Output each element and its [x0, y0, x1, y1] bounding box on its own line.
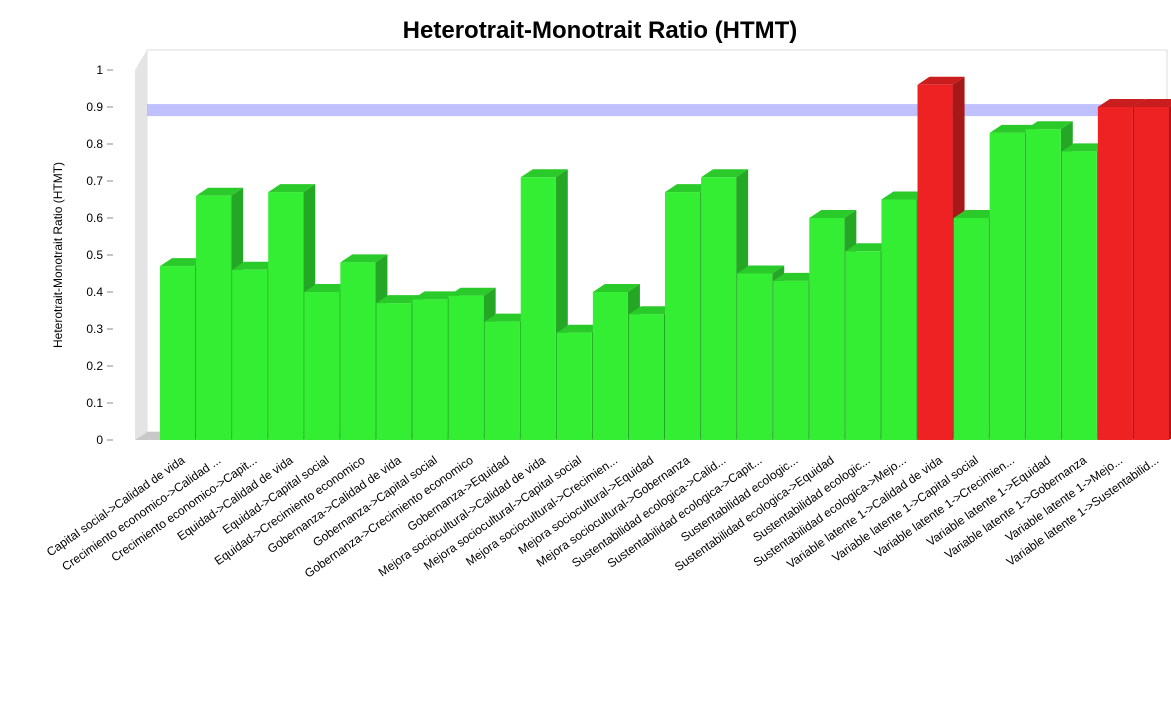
bar-front	[773, 280, 809, 440]
bar-front	[160, 266, 196, 440]
bar-front	[917, 84, 953, 441]
x-tick-label: Capital social->Calidad de vida	[44, 453, 188, 559]
bar-front	[448, 295, 484, 440]
y-tick-label: 0.3	[86, 322, 103, 336]
bar-top	[448, 287, 496, 296]
bar-front	[376, 303, 412, 440]
bar-top	[1025, 121, 1073, 130]
bar-top	[701, 169, 749, 178]
y-tick-label: 0.7	[86, 174, 103, 188]
bar-top	[1061, 143, 1109, 152]
bar-front	[196, 195, 232, 440]
bar-top	[268, 184, 316, 193]
bar-front	[340, 262, 376, 440]
bar-top	[989, 124, 1037, 133]
bar-top	[340, 254, 388, 263]
bar-top	[953, 210, 1001, 218]
plot-side	[135, 50, 147, 440]
bar-top	[773, 272, 821, 281]
bar-top	[376, 295, 424, 304]
bar-top	[917, 76, 965, 85]
bar-top	[556, 324, 604, 333]
y-tick-label: 0.1	[86, 396, 103, 410]
bar-top	[196, 187, 244, 196]
bar-top	[232, 261, 280, 270]
bar-front	[665, 192, 701, 440]
bar-front	[520, 177, 556, 441]
bar-front	[809, 218, 845, 440]
bar-front	[628, 314, 664, 440]
bar-top	[520, 169, 568, 178]
y-tick-label: 0.5	[86, 248, 103, 262]
bar-top	[304, 284, 352, 292]
x-tick-label: Crecimiento economico->Calidad ...	[59, 453, 223, 574]
bar-front	[953, 218, 989, 440]
bar-top	[809, 210, 857, 218]
y-axis-label: Heterotrait-Monotrait Ratio (HTMT)	[51, 162, 65, 348]
bar-front	[1061, 151, 1097, 440]
bar-front	[1097, 107, 1133, 440]
bar-top	[737, 265, 785, 274]
bar-front	[412, 299, 448, 440]
y-tick-label: 0.8	[86, 137, 103, 151]
y-tick-label: 0.2	[86, 359, 103, 373]
bar-front	[304, 292, 340, 440]
bar-front	[556, 332, 592, 440]
bar-front	[845, 251, 881, 440]
bar-top	[592, 284, 640, 292]
bar-front	[268, 192, 304, 440]
y-tick-label: 0.4	[86, 285, 103, 299]
bar-front	[592, 292, 628, 440]
chart-title: Heterotrait-Monotrait Ratio (HTMT)	[403, 17, 798, 44]
bar-top	[665, 184, 713, 193]
bar-top	[845, 243, 893, 252]
bar-top	[1097, 99, 1145, 107]
bar-front	[989, 132, 1025, 440]
y-tick-label: 0.6	[86, 211, 103, 225]
bar-front	[1025, 129, 1061, 440]
bar-top	[1133, 99, 1171, 107]
bar-front	[701, 177, 737, 441]
bar-front	[232, 269, 268, 440]
y-tick-label: 1	[96, 63, 103, 77]
bar-front	[881, 199, 917, 440]
reference-line	[147, 104, 1167, 117]
bar-front	[737, 273, 773, 440]
bar-front	[1133, 107, 1169, 440]
y-tick-label: 0	[96, 433, 103, 447]
bar-top	[412, 291, 460, 300]
bar-front	[484, 321, 520, 440]
bar-top	[484, 313, 532, 322]
bar-top	[628, 306, 676, 315]
bar-top	[160, 258, 208, 267]
y-tick-label: 0.9	[86, 100, 103, 114]
bar-top	[881, 191, 929, 200]
bar	[1133, 99, 1171, 440]
